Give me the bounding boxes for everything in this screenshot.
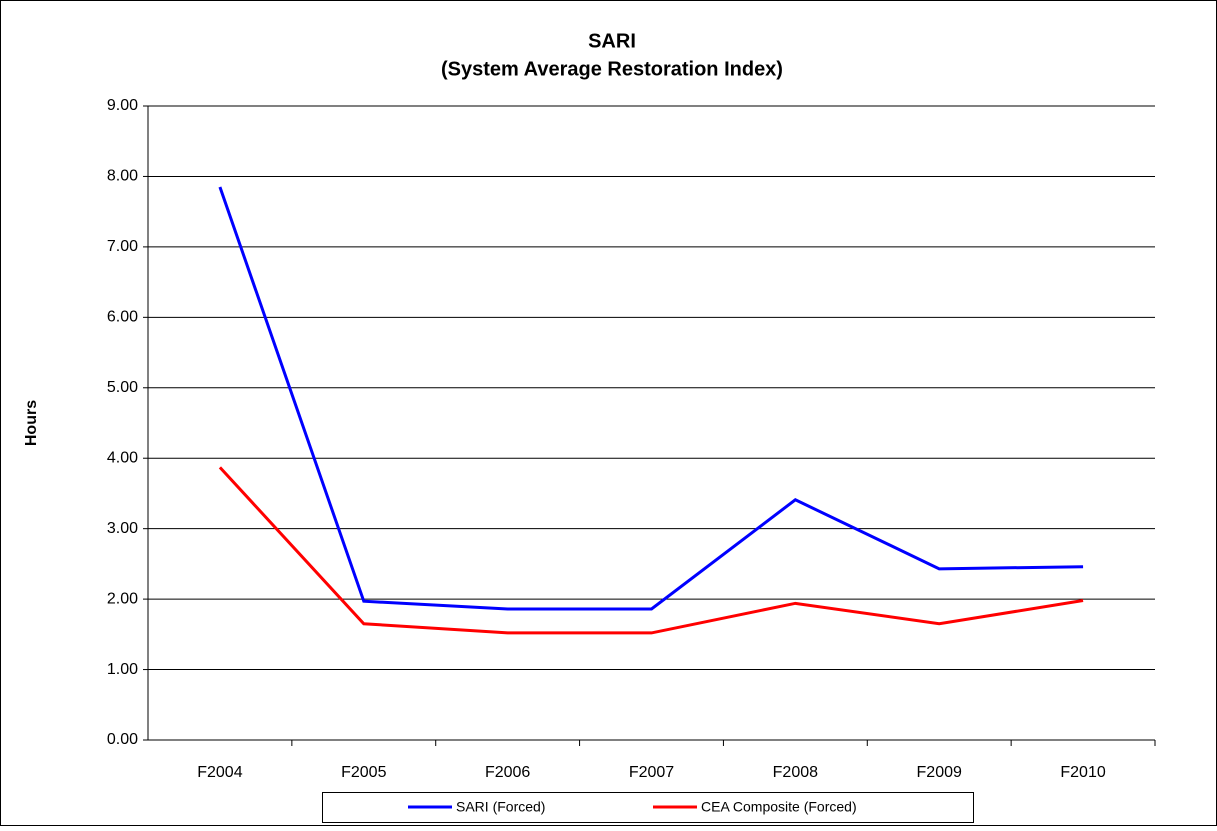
legend-label: SARI (Forced) bbox=[456, 799, 545, 815]
y-axis-label: Hours bbox=[23, 400, 40, 446]
chart-title: SARI bbox=[588, 30, 636, 52]
chart-subtitle: (System Average Restoration Index) bbox=[441, 58, 783, 80]
series-line bbox=[218, 186, 1084, 611]
y-tick-label: 9.00 bbox=[107, 97, 138, 114]
y-tick-label: 6.00 bbox=[107, 309, 138, 326]
y-tick-label: 1.00 bbox=[107, 661, 138, 678]
y-tick-label: 4.00 bbox=[107, 449, 138, 466]
y-tick-label: 0.00 bbox=[107, 731, 138, 748]
y-tick-label: 5.00 bbox=[107, 379, 138, 396]
x-tick-label: F2005 bbox=[341, 764, 386, 781]
y-tick-label: 3.00 bbox=[107, 520, 138, 537]
legend-label: CEA Composite (Forced) bbox=[701, 799, 857, 815]
y-tick-label: 8.00 bbox=[107, 168, 138, 185]
series-line bbox=[218, 466, 1084, 635]
x-tick-label: F2006 bbox=[485, 764, 530, 781]
x-tick-label: F2009 bbox=[917, 764, 962, 781]
x-tick-label: F2004 bbox=[197, 764, 242, 781]
x-tick-label: F2008 bbox=[773, 764, 818, 781]
y-tick-label: 2.00 bbox=[107, 590, 138, 607]
y-tick-label: 7.00 bbox=[107, 238, 138, 255]
x-tick-label: F2007 bbox=[629, 764, 674, 781]
x-tick-label: F2010 bbox=[1060, 764, 1105, 781]
